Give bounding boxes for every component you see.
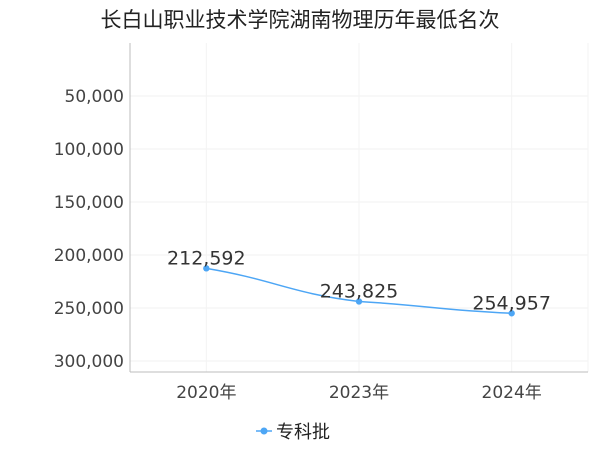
grid-lines xyxy=(130,43,589,372)
y-axis-tick-labels: 50,000 100,000 150,000 200,000 250,000 300,00… xyxy=(54,87,124,372)
y-tick-label: 250,000 xyxy=(54,299,124,319)
data-point[interactable] xyxy=(355,298,363,305)
x-tick-label: 2024年 xyxy=(482,383,542,403)
data-label: 254,957 xyxy=(472,292,551,314)
x-axis-tick-labels: 2020年 2023年 2024年 xyxy=(176,383,542,403)
legend-label: 专科批 xyxy=(276,422,330,443)
data-label: 243,825 xyxy=(320,280,399,302)
y-tick-label: 150,000 xyxy=(54,193,124,213)
data-labels: 212,592 243,825 254,957 xyxy=(167,247,551,314)
axes xyxy=(129,43,588,373)
chart-title: 长白山职业技术学院湖南物理历年最低名次 xyxy=(101,8,500,32)
x-tick-label: 2020年 xyxy=(176,383,236,403)
data-point[interactable] xyxy=(203,265,210,272)
data-point[interactable] xyxy=(508,310,515,317)
legend[interactable]: 专科批 xyxy=(256,422,330,443)
y-tick-label: 300,000 xyxy=(54,352,124,372)
y-tick-label: 50,000 xyxy=(65,87,124,107)
x-tick-label: 2023年 xyxy=(329,383,389,403)
y-tick-label: 100,000 xyxy=(54,140,124,160)
data-label: 212,592 xyxy=(167,247,246,269)
legend-marker-dot xyxy=(260,427,268,435)
y-tick-label: 200,000 xyxy=(54,246,124,266)
data-points xyxy=(203,265,515,317)
